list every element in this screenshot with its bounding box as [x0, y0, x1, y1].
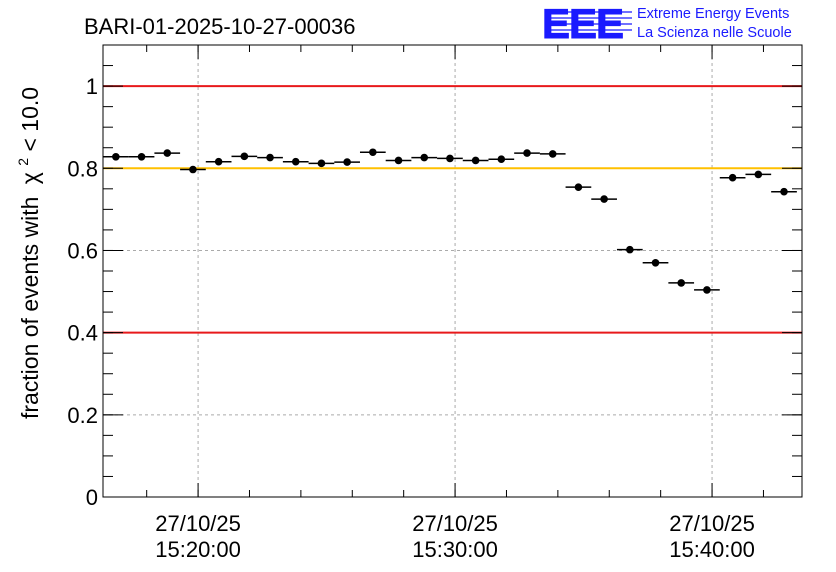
data-point-marker — [703, 286, 711, 294]
eee-logo-line2: La Scienza nelle Scuole — [637, 25, 792, 41]
data-point-marker — [240, 152, 249, 161]
data-point-marker — [574, 183, 583, 191]
x-tick-label-time: 15:30:00 — [412, 537, 498, 562]
x-tick-label-date: 27/10/25 — [412, 511, 498, 536]
data-point — [231, 152, 258, 161]
axis-ticks — [103, 45, 802, 498]
plot-frame — [102, 44, 803, 498]
data-point-marker — [394, 156, 403, 165]
data-point — [282, 157, 309, 166]
data-point-marker — [369, 148, 377, 157]
x-tick-label-time: 15:40:00 — [669, 537, 755, 562]
data-point — [128, 152, 155, 161]
data-point — [257, 153, 283, 162]
data-point-marker — [446, 154, 454, 163]
data-point-marker — [780, 187, 788, 196]
data-point-marker — [317, 159, 326, 168]
data-point-marker — [214, 157, 223, 166]
data-point-marker — [291, 157, 300, 166]
eee-logo-line1: Extreme Energy Events — [637, 6, 789, 22]
data-point-marker — [523, 149, 531, 157]
grid — [103, 45, 802, 497]
data-point-marker — [677, 279, 686, 287]
data-point — [668, 279, 695, 287]
data-point-marker — [137, 152, 146, 161]
data-point — [154, 149, 181, 157]
data-point-marker — [343, 158, 351, 166]
data-point — [180, 165, 206, 174]
data-point-marker — [189, 165, 197, 174]
data-point — [359, 148, 386, 157]
y-tick-label: 1 — [86, 74, 98, 99]
y-tick-label: 0 — [86, 485, 98, 510]
data-point-marker — [600, 195, 608, 203]
data-point — [514, 149, 540, 157]
data-point — [591, 195, 617, 203]
data-point — [308, 159, 335, 168]
y-axis-label-power: 2 — [15, 158, 31, 166]
y-axis-label-text: fraction of events with — [17, 197, 43, 419]
y-tick-label: 0.2 — [67, 403, 98, 428]
data-point — [103, 152, 129, 161]
y-tick-label: 0.8 — [67, 156, 98, 181]
svg-text:fraction of events with: fraction of events with χ 2 < 10.0 — [7, 87, 43, 419]
data-point — [205, 157, 232, 166]
data-point-marker — [548, 150, 557, 158]
data-point — [334, 158, 360, 166]
data-point-marker — [471, 156, 480, 165]
x-tick-label-date: 27/10/25 — [669, 511, 755, 536]
eee-logo-speedlines — [545, 11, 632, 31]
data-point — [616, 245, 643, 254]
data-point-marker — [163, 149, 172, 157]
data-point-marker — [266, 153, 274, 162]
y-axis-label-rest: < 10.0 — [17, 87, 43, 152]
data-point — [565, 183, 592, 191]
data-point-marker — [728, 173, 737, 182]
data-point-marker — [420, 153, 429, 162]
reference-lines — [103, 85, 802, 334]
data-point — [411, 153, 438, 162]
eee-logo: EEE Extreme Energy Events La Scienza nel… — [542, 0, 792, 48]
data-point — [642, 258, 669, 267]
data-point-marker — [497, 155, 506, 164]
y-tick-label: 0.4 — [67, 321, 98, 346]
y-axis-label: fraction of events with χ 2 < 10.0 — [7, 87, 43, 419]
data-point-marker — [651, 258, 660, 267]
data-point-marker — [112, 152, 120, 161]
data-points — [103, 148, 797, 294]
data-point — [745, 170, 772, 179]
tick-labels: 00.20.40.60.8127/10/2515:20:0027/10/2515… — [67, 74, 754, 562]
data-point — [385, 156, 412, 165]
data-point-marker — [626, 245, 634, 254]
data-point — [719, 173, 746, 182]
data-point — [462, 156, 489, 165]
y-tick-label: 0.6 — [67, 238, 98, 263]
x-tick-label-date: 27/10/25 — [155, 511, 241, 536]
data-point — [437, 154, 463, 163]
data-point-marker — [754, 170, 763, 179]
data-point — [694, 286, 720, 294]
chart-title: BARI-01-2025-10-27-00036 — [84, 14, 356, 39]
y-axis-label-symbol: χ — [17, 172, 43, 184]
data-point — [539, 150, 566, 158]
data-point — [771, 187, 797, 196]
x-tick-label-time: 15:20:00 — [155, 537, 241, 562]
data-point — [488, 155, 515, 164]
